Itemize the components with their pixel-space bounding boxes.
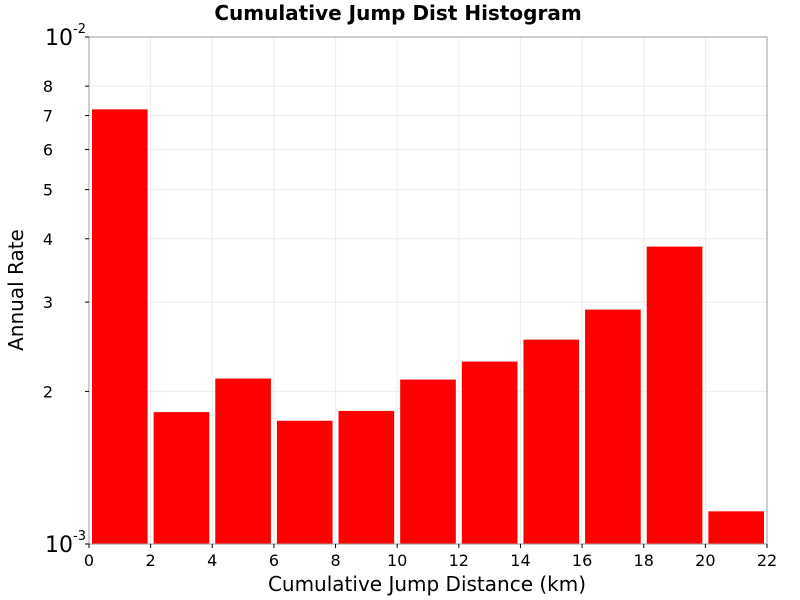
x-tick-label: 16 (572, 551, 592, 570)
x-axis-label: Cumulative Jump Distance (km) (268, 572, 586, 596)
x-tick-label: 0 (84, 551, 94, 570)
y-tick-label: 5 (43, 181, 53, 200)
histogram-bar (523, 339, 580, 544)
histogram-bar (400, 379, 456, 544)
y-axis-label: Annual Rate (4, 229, 28, 351)
x-tick-label: 18 (634, 551, 654, 570)
histogram-bar (338, 410, 395, 544)
x-tick-label: 8 (330, 551, 340, 570)
x-tick-label: 2 (146, 551, 156, 570)
x-tick-label: 14 (510, 551, 530, 570)
y-tick-label: 6 (43, 140, 53, 159)
histogram-bar (153, 412, 210, 544)
y-tick-label: 2 (43, 382, 53, 401)
bars (92, 109, 764, 545)
y-tick-exponent: -2 (73, 22, 86, 37)
y-tick-exponent: -3 (73, 529, 86, 544)
histogram-bar (585, 309, 641, 544)
x-axis-ticks: 0 2 4 6 8 10 12 14 16 18 20 22 (84, 544, 777, 570)
x-tick-label: 20 (695, 551, 715, 570)
y-tick-label: 10 (45, 533, 73, 558)
histogram-bar (276, 420, 333, 544)
y-tick-label: 4 (43, 230, 53, 249)
y-tick-label: 10 (45, 26, 73, 51)
chart-title: Cumulative Jump Dist Histogram (214, 1, 581, 25)
plot-frame (88, 36, 768, 545)
x-tick-label: 6 (269, 551, 279, 570)
x-tick-label: 22 (757, 551, 777, 570)
y-tick-label: 8 (43, 77, 53, 96)
histogram-bar (215, 378, 271, 544)
x-tick-label: 4 (207, 551, 217, 570)
histogram-bar (708, 511, 764, 544)
x-tick-label: 10 (387, 551, 407, 570)
y-tick-label: 7 (43, 107, 53, 126)
y-tick-label: 3 (43, 293, 53, 312)
x-tick-label: 12 (449, 551, 469, 570)
histogram-bar (646, 246, 703, 545)
histogram-bar (92, 109, 148, 544)
histogram-bar (461, 361, 518, 544)
